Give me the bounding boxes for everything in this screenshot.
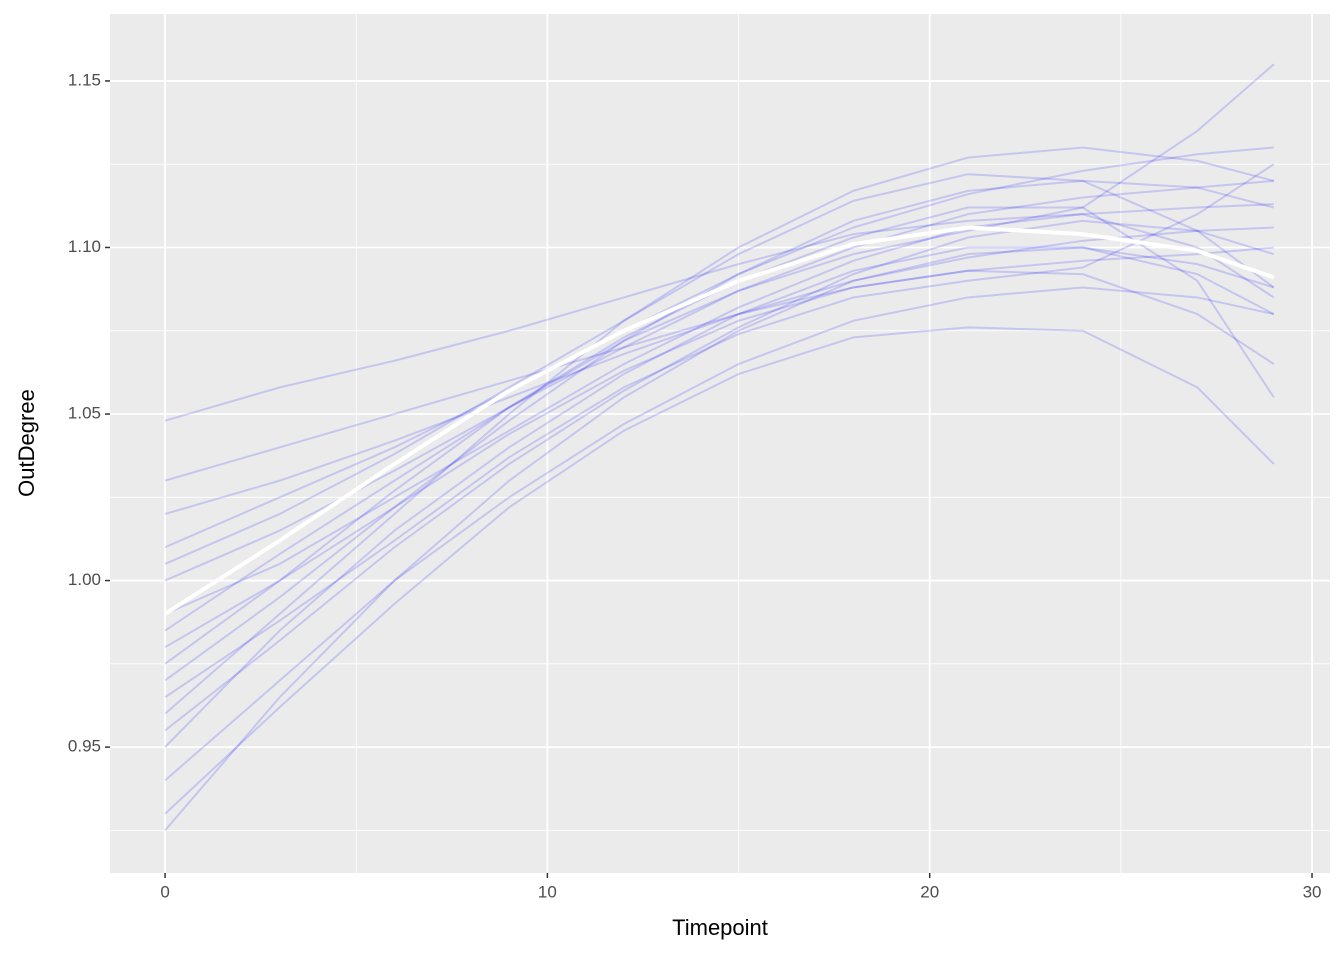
series-line xyxy=(164,246,1274,482)
plot-background xyxy=(110,14,1330,873)
series-line xyxy=(164,146,1275,715)
series-line xyxy=(164,63,1275,665)
series-line xyxy=(164,213,1275,615)
y-tick-label: 1.15 xyxy=(68,70,101,89)
x-tick-label: 30 xyxy=(1303,882,1322,901)
y-tick-label: 0.95 xyxy=(68,737,101,756)
x-axis-title: Timepoint xyxy=(672,915,768,940)
y-tick-label: 1.00 xyxy=(68,570,101,589)
series-line xyxy=(164,246,1275,832)
series-line xyxy=(164,326,1275,815)
series-line xyxy=(164,286,1275,782)
series-line xyxy=(164,269,1275,649)
x-tick-label: 0 xyxy=(160,882,169,901)
x-tick-label: 10 xyxy=(538,882,557,901)
y-tick-label: 1.05 xyxy=(68,404,101,423)
mean-line xyxy=(163,225,1275,616)
x-tick-label: 20 xyxy=(920,882,939,901)
series-line xyxy=(164,179,1275,682)
series-line xyxy=(164,146,1274,549)
series-line xyxy=(164,203,1274,422)
series-line xyxy=(164,173,1275,565)
series-line xyxy=(164,246,1275,748)
y-axis-title: OutDegree xyxy=(14,389,39,497)
series-line xyxy=(164,163,1275,698)
series-line xyxy=(164,219,1275,732)
y-tick-label: 1.10 xyxy=(68,237,101,256)
series-line xyxy=(164,226,1274,515)
